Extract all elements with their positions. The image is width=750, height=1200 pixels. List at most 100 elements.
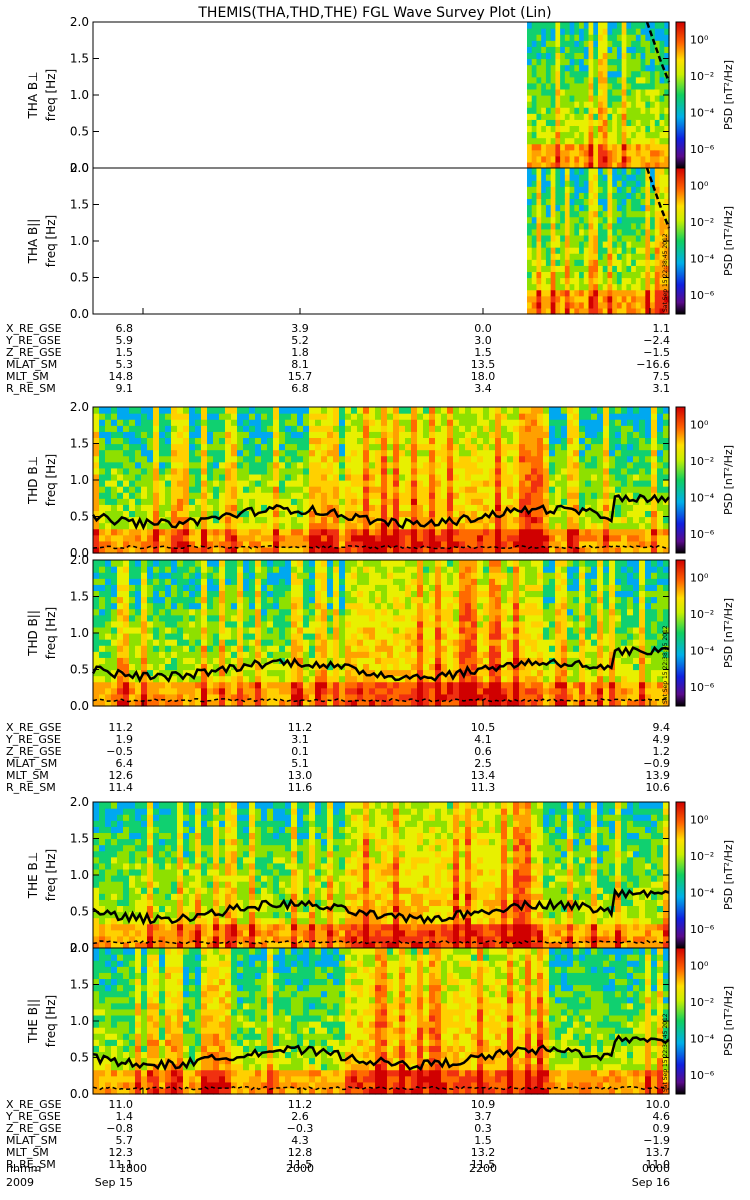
ephemeris-value: 10.6	[646, 781, 671, 794]
ephemeris-value: 9.4	[653, 721, 671, 734]
ephemeris-value: 11.5	[471, 1158, 496, 1171]
y-tick-label: 0.5	[70, 125, 89, 139]
y-tick-label: 0.5	[70, 663, 89, 677]
spectrogram-image	[527, 168, 670, 315]
colorbar	[675, 801, 686, 949]
y-tick-label: 1.0	[70, 234, 89, 248]
y-tick-label: 0.0	[70, 699, 89, 713]
ephemeris-row-label: MLT_SM	[6, 370, 49, 383]
y-tick-label: 2.0	[70, 553, 89, 567]
harmonic-trace	[92, 939, 670, 945]
colorbar-tick-label: 10⁰	[690, 34, 709, 47]
ephemeris-table: X_RE_GSE 6.8 3.9 0.0 1.1 Y_RE_GSE 5.9 5.2 3.0 −2.…	[5, 322, 670, 395]
colorbar-tick-label: 10⁰	[690, 572, 709, 585]
ephemeris-value: −0.9	[643, 757, 670, 770]
ephemeris-value: −0.8	[106, 1122, 133, 1135]
ephemeris-value: 18.0	[471, 370, 496, 383]
spectrogram-image	[93, 407, 670, 554]
ephemeris-value: 11.2	[288, 721, 313, 734]
colorbar-tick-label: 10⁻²	[690, 216, 714, 229]
ephemeris-value: 11.3	[471, 781, 496, 794]
ephemeris-value: 5.1	[291, 757, 309, 770]
ephemeris-value: 3.0	[474, 334, 492, 347]
ephemeris-layer: X_RE_GSE 6.8 3.9 0.0 1.1 Y_RE_GSE 5.9 5.2 3.0 −2.…	[5, 322, 670, 1189]
ephemeris-row-label: MLT_SM	[6, 1146, 49, 1159]
ephemeris-table: X_RE_GSE 11.0 11.2 10.9 10.0 Y_RE_GSE 1.4 2.6 3.…	[5, 1098, 670, 1171]
ephemeris-value: 10.9	[471, 1098, 496, 1111]
ephemeris-value: −0.3	[287, 1122, 314, 1135]
gyrofrequency-trace	[91, 493, 670, 531]
ephemeris-value: 11.4	[109, 781, 134, 794]
y-axis-label: freq [Hz]	[44, 995, 58, 1047]
colorbar-tick-label: 10⁻⁶	[690, 289, 715, 302]
colorbar-tick-label: 10⁻²	[690, 70, 714, 83]
ephemeris-value: −1.5	[643, 346, 670, 359]
y-tick-label: 2.0	[70, 15, 89, 29]
panel-label: THA B⊥	[26, 71, 40, 119]
ephemeris-value: −1.9	[643, 1134, 670, 1147]
ephemeris-row-label: R_RE_SM	[6, 1158, 56, 1171]
colorbar	[675, 406, 686, 554]
ephemeris-value: 11.2	[109, 721, 134, 734]
y-tick-label: 1.5	[70, 198, 89, 212]
x-tick-label: 2000	[286, 1162, 314, 1175]
ephemeris-value: 13.0	[288, 769, 313, 782]
ephemeris-value: 5.2	[291, 334, 309, 347]
ephemeris-row-label: Y_RE_GSE	[5, 334, 61, 347]
spectrogram-panel: 0.0 0.5 1.0 1.5 2.0 THE B|| freq [Hz] 10⁰ 10⁻² 10…	[26, 941, 735, 1101]
colorbar-tick-label: 10⁻⁶	[690, 923, 715, 936]
ephemeris-value: 1.4	[116, 1110, 134, 1123]
ephemeris-value: 5.9	[116, 334, 134, 347]
ephemeris-value: −0.5	[106, 745, 133, 758]
y-tick-label: 2.0	[70, 795, 89, 809]
ephemeris-value: 3.1	[291, 733, 309, 746]
ephemeris-value: 8.1	[291, 358, 309, 371]
colorbar-tick-label: 10⁻²	[690, 850, 714, 863]
ephemeris-row-label: X_RE_GSE	[6, 1098, 62, 1111]
ephemeris-value: 12.3	[109, 1146, 134, 1159]
panel-label: THA B||	[26, 219, 40, 265]
ephemeris-row-label: X_RE_GSE	[6, 322, 62, 335]
y-tick-label: 1.5	[70, 52, 89, 66]
spectrogram-panel: 0.0 0.5 1.0 1.5 2.0 THA B|| freq [Hz] 10⁰ 10⁻² 10…	[26, 161, 735, 321]
ephemeris-value: 1.5	[474, 346, 492, 359]
timestamp-label: Sat Sep 15 22:38:45 2012	[662, 625, 669, 704]
y-tick-label: 1.5	[70, 590, 89, 604]
ephemeris-value: 0.1	[291, 745, 309, 758]
ephemeris-value: 7.5	[653, 370, 671, 383]
ephemeris-value: 6.8	[291, 382, 309, 395]
panel-label: THD B⊥	[26, 456, 40, 505]
colorbar-tick-label: 10⁻⁶	[690, 528, 715, 541]
ephemeris-value: 10.0	[646, 1098, 671, 1111]
y-tick-label: 0.0	[70, 546, 89, 560]
timestamp-label: Sat Sep 15 22:38:45 2012	[662, 1013, 669, 1092]
y-tick-label: 2.0	[70, 400, 89, 414]
colorbar-tick-label: 10⁰	[690, 180, 709, 193]
ephemeris-value: 11.5	[288, 1158, 313, 1171]
ephemeris-value: 2.5	[474, 757, 492, 770]
ephemeris-row-label: Y_RE_GSE	[5, 1110, 61, 1123]
ephemeris-value: 4.1	[474, 733, 492, 746]
ephemeris-value: 0.9	[653, 1122, 671, 1135]
colorbar-tick-label: 10⁻²	[690, 996, 714, 1009]
gyrofrequency-trace	[92, 887, 670, 926]
y-tick-label: 1.0	[70, 473, 89, 487]
ephemeris-row-label: Z_RE_GSE	[6, 745, 62, 758]
x-tick-label: 2200	[469, 1162, 497, 1175]
ephemeris-value: 1.8	[291, 346, 309, 359]
colorbar-tick-label: 10⁻⁴	[690, 1033, 715, 1046]
colorbar-label: PSD [nT²/Hz]	[722, 60, 735, 130]
y-tick-label: 1.0	[70, 868, 89, 882]
ephemeris-value: 1.2	[653, 745, 671, 758]
x-tick-label: 0000	[642, 1162, 670, 1175]
colorbar-label: PSD [nT²/Hz]	[722, 986, 735, 1056]
end-date-label: Sep 16	[632, 1176, 670, 1189]
y-tick-label: 0.0	[70, 161, 89, 175]
y-axis-label: freq [Hz]	[44, 607, 58, 659]
ephemeris-row-label: MLT_SM	[6, 769, 49, 782]
spectrogram-panel: 0.0 0.5 1.0 1.5 2.0 THA B⊥ freq [Hz] 10⁰ 10⁻² 10⁻…	[26, 15, 735, 175]
ephemeris-value: 0.3	[474, 1122, 492, 1135]
colorbar	[675, 21, 686, 169]
colorbar-label: PSD [nT²/Hz]	[722, 598, 735, 668]
